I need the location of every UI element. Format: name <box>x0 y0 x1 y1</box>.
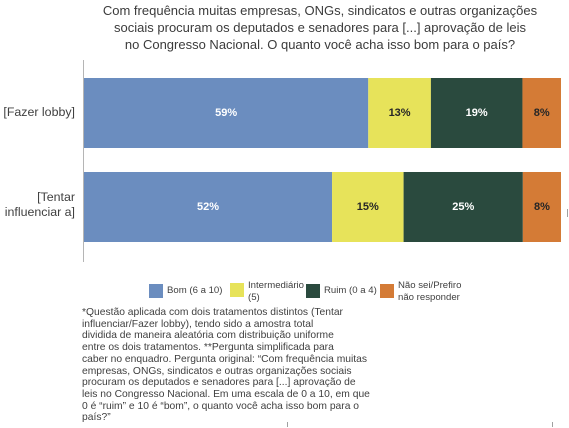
legend-swatch-intermediario <box>230 283 244 297</box>
data-label-s2-c1: 13% <box>389 107 411 119</box>
chart-title: Com frequência muitas empresas, ONGs, si… <box>102 3 538 52</box>
data-label-s4-c1: 8% <box>534 107 550 119</box>
frame-edge-mark <box>567 209 568 217</box>
legend-label-bom: Bom (6 a 10) <box>167 285 223 296</box>
category-label-tentar-influenciar: [Tentar influenciar a] <box>4 190 75 219</box>
category-label-fazer-lobby: [Fazer lobby] <box>3 105 75 119</box>
frame-edge-mark <box>287 422 288 427</box>
bar-segment-s3-c2 <box>403 172 523 242</box>
bar-segment-s2-c2 <box>332 172 404 242</box>
legend-swatch-nao-sei <box>380 284 394 298</box>
bar-segment-s3-c1 <box>430 78 523 148</box>
data-label-s1-c1: 59% <box>215 107 237 119</box>
data-label-s3-c1: 19% <box>466 107 488 119</box>
bar-segment-s1-c2 <box>84 172 333 242</box>
footnote: *Questão aplicada com dois tratamentos d… <box>82 307 370 424</box>
data-label-s3-c2: 25% <box>452 201 474 213</box>
bars-group <box>84 78 561 242</box>
frame-edge-mark <box>552 422 553 427</box>
bar-segment-s4-c1 <box>522 78 561 148</box>
legend-label-nao-sei: Não sei/Prefiro não responder <box>398 280 462 303</box>
legend-swatch-bom <box>149 284 163 298</box>
bar-segment-s1-c1 <box>84 78 369 148</box>
legend-swatch-ruim <box>306 284 320 298</box>
bar-segment-s2-c1 <box>368 78 431 148</box>
legend-label-intermediario: Intermediário (5) <box>248 280 304 303</box>
data-labels-group: 59% 13% 19% 8% 52% 15% 25% 8% <box>197 107 550 213</box>
bar-segment-s4-c2 <box>522 172 561 242</box>
data-label-s4-c2: 8% <box>534 201 550 213</box>
legend-label-ruim: Ruim (0 a 4) <box>324 285 377 296</box>
plot-area: 59% 13% 19% 8% 52% 15% 25% 8% <box>83 60 561 262</box>
data-label-s2-c2: 15% <box>357 201 379 213</box>
data-label-s1-c2: 52% <box>197 201 219 213</box>
